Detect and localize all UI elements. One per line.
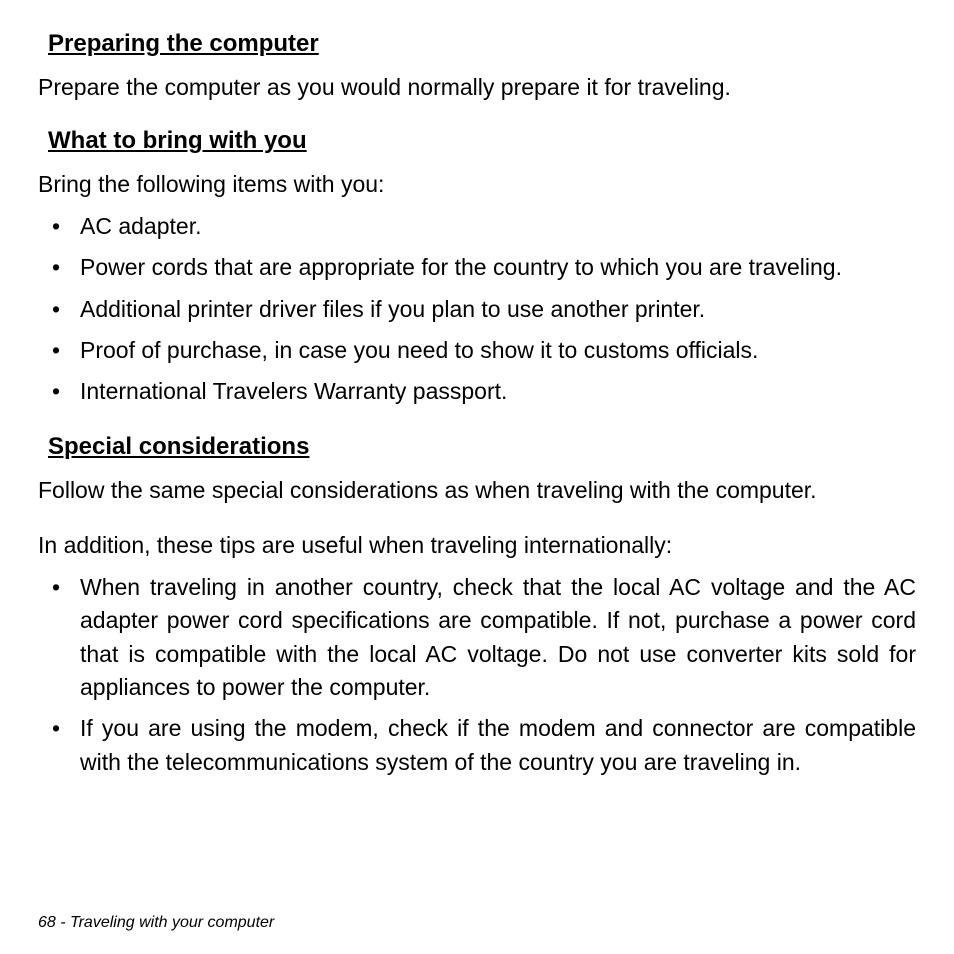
chapter-title: Traveling with your computer xyxy=(70,914,274,931)
page-footer: 68 - Traveling with your computer xyxy=(38,914,274,932)
list-item: Additional printer driver files if you p… xyxy=(38,293,916,326)
section-heading-special: Special considerations xyxy=(48,433,916,461)
list-item: When traveling in another country, check… xyxy=(38,571,916,704)
page-number: 68 xyxy=(38,914,56,931)
section-paragraph: Follow the same special considerations a… xyxy=(38,475,916,506)
list-item: International Travelers Warranty passpor… xyxy=(38,375,916,408)
section-heading-bring: What to bring with you xyxy=(48,127,916,155)
section-paragraph: In addition, these tips are useful when … xyxy=(38,530,916,561)
special-list: When traveling in another country, check… xyxy=(38,571,916,779)
section-paragraph: Prepare the computer as you would normal… xyxy=(38,72,916,103)
list-item: If you are using the modem, check if the… xyxy=(38,712,916,779)
bring-list: AC adapter. Power cords that are appropr… xyxy=(38,210,916,409)
list-item: Proof of purchase, in case you need to s… xyxy=(38,334,916,367)
list-item: Power cords that are appropriate for the… xyxy=(38,251,916,284)
footer-separator: - xyxy=(56,914,70,931)
section-intro: Bring the following items with you: xyxy=(38,169,916,200)
list-item: AC adapter. xyxy=(38,210,916,243)
section-heading-preparing: Preparing the computer xyxy=(48,30,916,58)
